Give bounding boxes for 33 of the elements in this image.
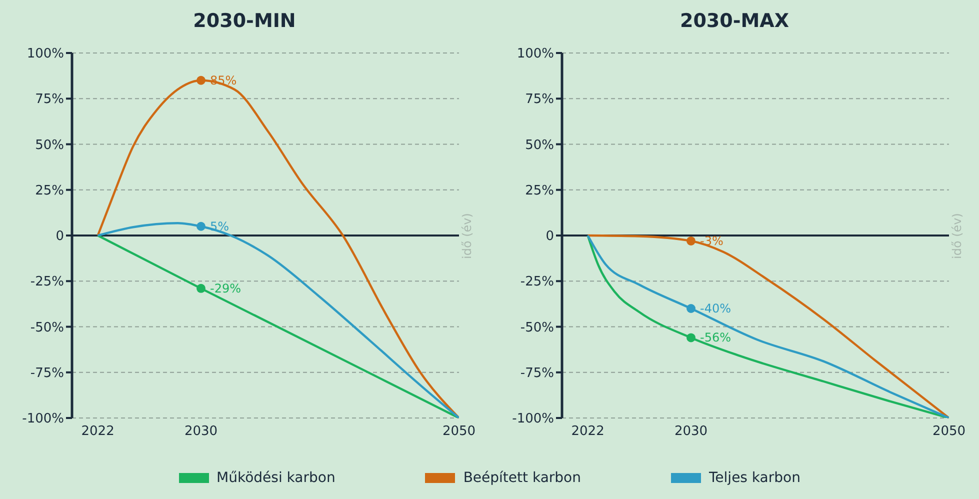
y-tick-label: -75% — [520, 366, 554, 381]
x-tick-label: 2050 — [932, 424, 966, 440]
data-label: -56% — [700, 330, 732, 345]
chart-title: 2030-MIN — [192, 10, 297, 32]
legend-label: Beépített karbon — [463, 470, 581, 486]
data-label: -29% — [210, 281, 242, 296]
y-tick-label: 50% — [35, 138, 64, 153]
y-tick-label: 100% — [516, 46, 554, 62]
chart-title: 2030-MAX — [678, 10, 790, 32]
x-tick-label: 2022 — [571, 424, 604, 440]
legend-label: Működési karbon — [216, 470, 336, 486]
y-tick-label: 75% — [525, 92, 554, 108]
data-label: -40% — [700, 302, 732, 316]
x-tick-label: 2022 — [81, 424, 114, 440]
x-tick-label: 2030 — [184, 424, 218, 440]
y-tick-label: 25% — [35, 183, 64, 198]
y-tick-label: -50% — [30, 320, 64, 336]
y-tick-label: 0 — [546, 229, 554, 244]
y-tick-label: 100% — [26, 46, 64, 62]
y-tick-label: 0 — [56, 229, 64, 244]
x-tick-label: 2050 — [442, 424, 476, 440]
y-tick-label: -100% — [22, 412, 64, 427]
y-tick-label: -25% — [520, 274, 554, 290]
y-tick-label: 50% — [525, 138, 554, 153]
data-label: -3% — [700, 234, 724, 248]
y-tick-label: -25% — [30, 274, 64, 290]
y-tick-label: 75% — [35, 92, 64, 108]
y-tick-label: -50% — [520, 320, 554, 336]
legend-label: Teljes karbon — [709, 470, 800, 486]
x-tick-label: 2030 — [674, 424, 708, 440]
y-tick-label: -100% — [512, 412, 554, 427]
y-tick-label: 25% — [525, 183, 554, 198]
y-tick-label: -75% — [30, 366, 64, 381]
